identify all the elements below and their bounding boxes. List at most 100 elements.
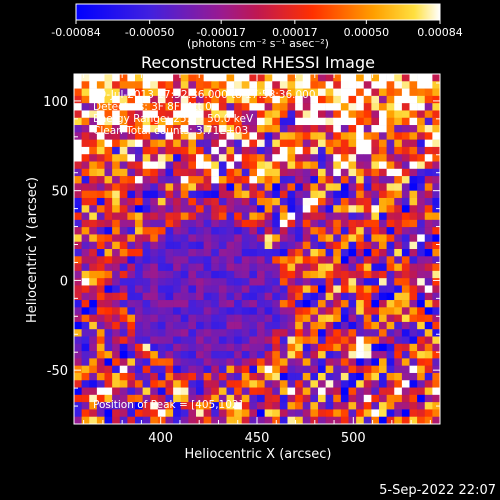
heatmap-cell	[218, 88, 227, 97]
heatmap-cell	[325, 212, 334, 221]
heatmap-cell	[165, 168, 174, 177]
heatmap-cell	[371, 190, 380, 199]
heatmap-cell	[211, 168, 220, 177]
heatmap-cell	[325, 256, 334, 264]
heatmap-cell	[150, 314, 159, 323]
heatmap-cell	[264, 300, 273, 308]
heatmap-cell	[295, 416, 304, 425]
heatmap-cell	[112, 358, 121, 366]
heatmap-cell	[424, 321, 433, 330]
heatmap-cell	[196, 132, 204, 140]
heatmap-cell	[318, 176, 326, 184]
heatmap-cell	[302, 321, 311, 330]
heatmap-cell	[96, 125, 105, 133]
heatmap-cell	[371, 161, 380, 170]
heatmap-cell	[348, 227, 357, 235]
heatmap-cell	[226, 263, 235, 272]
heatmap-cell	[241, 117, 250, 126]
heatmap-cell	[432, 300, 441, 308]
heatmap-cell	[226, 394, 235, 403]
heatmap-cell	[371, 249, 380, 257]
heatmap-cell	[424, 176, 433, 184]
heatmap-cell	[96, 387, 105, 396]
heatmap-cell	[112, 154, 121, 162]
heatmap-cell	[401, 125, 410, 133]
heatmap-cell	[325, 321, 334, 330]
heatmap-cell	[74, 256, 82, 264]
heatmap-cell	[249, 190, 258, 199]
heatmap-cell	[96, 212, 105, 221]
heatmap-cell	[127, 161, 136, 170]
heatmap-cell	[264, 219, 273, 228]
heatmap-cell	[264, 190, 273, 199]
heatmap-cell	[424, 81, 433, 89]
heatmap-cell	[272, 234, 281, 243]
heatmap-cell	[241, 110, 250, 119]
heatmap-cell	[371, 168, 380, 177]
heatmap-cell	[379, 256, 387, 264]
heatmap-cell	[394, 292, 403, 301]
heatmap-cell	[203, 307, 212, 315]
heatmap-cell	[249, 81, 258, 89]
heatmap-cell	[287, 88, 296, 97]
heatmap-cell	[211, 263, 220, 272]
heatmap-cell	[135, 125, 143, 133]
heatmap-cell	[287, 292, 296, 301]
heatmap-cell	[89, 88, 98, 97]
heatmap-cell	[249, 380, 258, 388]
heatmap-cell	[81, 365, 90, 374]
heatmap-cell	[340, 139, 349, 148]
heatmap-cell	[241, 256, 250, 264]
heatmap-cell	[310, 249, 319, 257]
heatmap-cell	[386, 81, 395, 89]
heatmap-cell	[363, 336, 372, 345]
heatmap-cell	[241, 314, 250, 323]
heatmap-cell	[165, 110, 174, 119]
heatmap-cell	[287, 402, 296, 410]
heatmap-cell	[150, 146, 159, 155]
heatmap-cell	[180, 249, 189, 257]
heatmap-cell	[310, 343, 319, 352]
heatmap-cell	[272, 161, 281, 170]
heatmap-cell	[104, 183, 113, 191]
heatmap-cell	[81, 394, 90, 403]
heatmap-cell	[356, 117, 365, 126]
heatmap-cell	[333, 387, 342, 396]
heatmap-cell	[196, 387, 204, 396]
heatmap-cell	[310, 402, 319, 410]
heatmap-cell	[356, 394, 365, 403]
heatmap-cell	[257, 227, 265, 235]
heatmap-cell	[127, 146, 136, 155]
heatmap-cell	[203, 190, 212, 199]
heatmap-cell	[287, 176, 296, 184]
heatmap-cell	[386, 241, 395, 250]
heatmap-cell	[150, 336, 159, 345]
heatmap-cell	[112, 351, 121, 359]
heatmap-cell	[417, 387, 426, 396]
heatmap-cell	[333, 256, 342, 264]
heatmap-cell	[96, 394, 105, 403]
heatmap-cell	[318, 351, 326, 359]
heatmap-cell	[432, 358, 441, 366]
heatmap-cell	[272, 176, 281, 184]
heatmap-cell	[211, 358, 220, 366]
heatmap-cell	[333, 161, 342, 170]
heatmap-cell	[257, 270, 265, 279]
heatmap-cell	[363, 219, 372, 228]
heatmap-cell	[318, 219, 326, 228]
heatmap-cell	[272, 146, 281, 155]
heatmap-cell	[142, 176, 151, 184]
heatmap-cell	[211, 343, 220, 352]
heatmap-cell	[348, 168, 357, 177]
heatmap-cell	[371, 74, 380, 82]
heatmap-cell	[211, 416, 220, 425]
heatmap-cell	[96, 132, 105, 140]
heatmap-cell	[218, 74, 227, 82]
heatmap-cell	[287, 358, 296, 366]
heatmap-cell	[302, 351, 311, 359]
heatmap-cell	[257, 387, 265, 396]
heatmap-cell	[257, 394, 265, 403]
heatmap-cell	[363, 117, 372, 126]
heatmap-cell	[203, 227, 212, 235]
